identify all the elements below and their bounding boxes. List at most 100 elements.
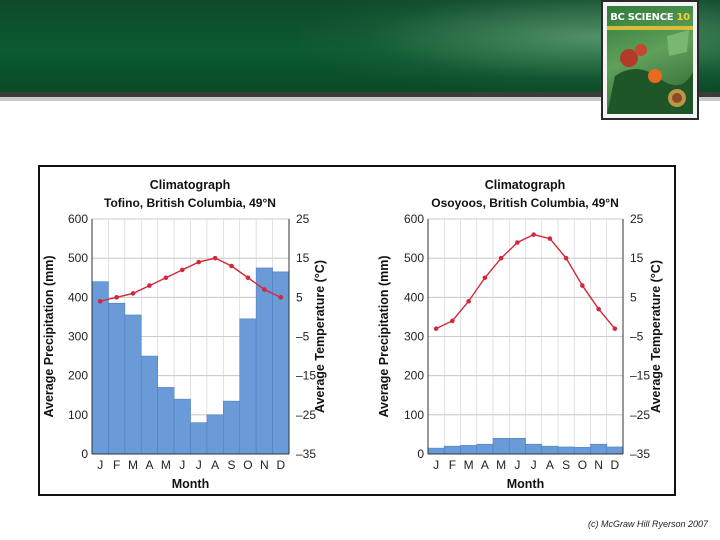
chart2-temperature-point: [466, 298, 471, 304]
chart2-month-label: F: [449, 458, 456, 472]
chart2-temperature-point: [498, 255, 504, 261]
chart1-temperature-point: [278, 295, 284, 300]
chart2-x-axis-label: Month: [507, 477, 544, 491]
chart2-right-tick-label: 25: [630, 212, 644, 226]
chart2-precip-bar: [525, 443, 543, 455]
chart2-temperature-point: [531, 232, 536, 237]
chart1-month-label: N: [260, 458, 269, 472]
chart1-temperature-point: [229, 263, 234, 269]
chart2-temperature-point: [515, 240, 520, 245]
chart2-left-tick-label: 400: [404, 290, 424, 304]
chart1-precip-bar: [91, 281, 109, 455]
header-rule-dark: [0, 92, 720, 97]
chart1-precip-bar: [157, 387, 175, 455]
chart2-month-label: D: [611, 458, 620, 472]
chart2-left-tick-label: 200: [404, 369, 424, 383]
chart1-month-label: O: [243, 458, 252, 472]
chart2-month-label: A: [546, 458, 554, 472]
chart1-temperature-point: [114, 295, 119, 300]
chart1-month-label: A: [211, 458, 219, 472]
chart2-temperature-point: [482, 275, 488, 281]
chart2-precip-bar: [508, 438, 526, 455]
chart2-temperature-point: [612, 326, 618, 331]
chart2-month-label: M: [464, 458, 474, 472]
book-cover: BC SCIENCE 10: [601, 0, 699, 120]
chart1-left-tick-label: 0: [81, 447, 88, 461]
chart1-heading: Climatograph: [150, 178, 231, 192]
chart1-y-axis-label-right: Average Temperature (°C): [313, 260, 327, 413]
chart1-temperature-point: [262, 287, 267, 292]
chart2-month-label: M: [496, 458, 506, 472]
chart2-precip-bar: [427, 447, 445, 455]
chart1-left-tick-label: 600: [68, 212, 88, 226]
chart1-temperature-point: [147, 283, 152, 288]
chart1-precip-bar: [124, 314, 142, 455]
chart2-left-tick-label: 0: [417, 447, 424, 461]
chart2-y-axis-label-left: Average Precipitation (mm): [377, 255, 391, 417]
chart1-month-label: J: [196, 458, 202, 472]
chart2-precip-bar: [476, 443, 494, 455]
chart2-month-label: A: [481, 458, 489, 472]
chart1-right-tick-label: 25: [296, 212, 310, 226]
book-cover-art: BC SCIENCE 10: [607, 6, 693, 114]
chart2-temperature-point: [433, 326, 439, 331]
chart2-precip-bar: [492, 438, 510, 455]
chart2-right-tick-label: 5: [630, 290, 637, 304]
chart1-month-label: M: [128, 458, 138, 472]
chart1-right-tick-label: 5: [296, 290, 303, 304]
chart1-left-tick-label: 400: [68, 290, 88, 304]
chart1-temperature-point: [245, 275, 251, 281]
chart1-precip-bar: [140, 355, 158, 455]
chart1-month-label: D: [276, 458, 285, 472]
chart1-month-label: M: [161, 458, 171, 472]
chart2-left-tick-label: 600: [404, 212, 424, 226]
chart1-left-tick-label: 100: [68, 408, 88, 422]
chart1-temperature-point: [130, 291, 136, 296]
chart1-temperature-point: [97, 298, 103, 304]
chart2-y-axis-label-right: Average Temperature (°C): [649, 260, 663, 413]
chart2-month-label: J: [531, 458, 537, 472]
chart2-temperature-point: [547, 236, 553, 241]
chart1-y-axis-label-left: Average Precipitation (mm): [42, 255, 56, 417]
chart2-precip-bar: [606, 446, 624, 455]
chart2-left-tick-label: 100: [404, 408, 424, 422]
chart1-precip-bar: [223, 400, 241, 455]
chart1-temperature-point: [196, 259, 202, 265]
header-rule-light: [0, 97, 720, 101]
chart2-precip-bar: [460, 445, 478, 455]
chart1-temperature-point: [163, 275, 169, 281]
copyright-notice: (c) McGraw Hill Ryerson 2007: [587, 519, 708, 529]
chart2-left-tick-label: 300: [404, 330, 424, 344]
chart1-right-tick-label: 15: [296, 251, 310, 265]
chart2-temperature-point: [563, 255, 569, 261]
chart1-right-tick-label: –35: [296, 447, 316, 461]
chart1-right-tick-label: –15: [296, 369, 316, 383]
chart1-temperature-line: [100, 257, 282, 302]
chart2-left-tick-label: 500: [404, 251, 424, 265]
chart2-right-tick-label: 15: [630, 251, 644, 265]
chart2-right-tick-label: –25: [630, 408, 650, 422]
chart1-month-label: J: [97, 458, 103, 472]
chart1-title: Tofino, British Columbia, 49°N: [104, 196, 276, 210]
chart1-month-label: S: [228, 458, 236, 472]
chart2-precip-bar: [573, 447, 591, 455]
chart2-month-label: S: [562, 458, 570, 472]
chart1-left-tick-label: 300: [68, 330, 88, 344]
chart2-month-label: N: [594, 458, 603, 472]
chart2-temperature-point: [580, 283, 585, 288]
chart1-month-label: J: [179, 458, 185, 472]
chart1-month-label: A: [145, 458, 153, 472]
chart1-precip-bar: [190, 422, 208, 455]
chart1-precip-bar: [173, 398, 191, 455]
chart2-title: Osoyoos, British Columbia, 49°N: [431, 196, 619, 210]
chart2-right-tick-label: –5: [630, 330, 644, 344]
chart2-month-label: J: [433, 458, 439, 472]
chart2-temperature-point: [596, 306, 601, 312]
chart1-precip-bar: [108, 302, 126, 455]
chart1-precip-bar: [255, 267, 273, 455]
chart1-precip-bar: [206, 414, 224, 455]
chart1-left-tick-label: 200: [68, 369, 88, 383]
chart2-precip-bar: [443, 445, 461, 455]
chart1-right-tick-label: –25: [296, 408, 316, 422]
